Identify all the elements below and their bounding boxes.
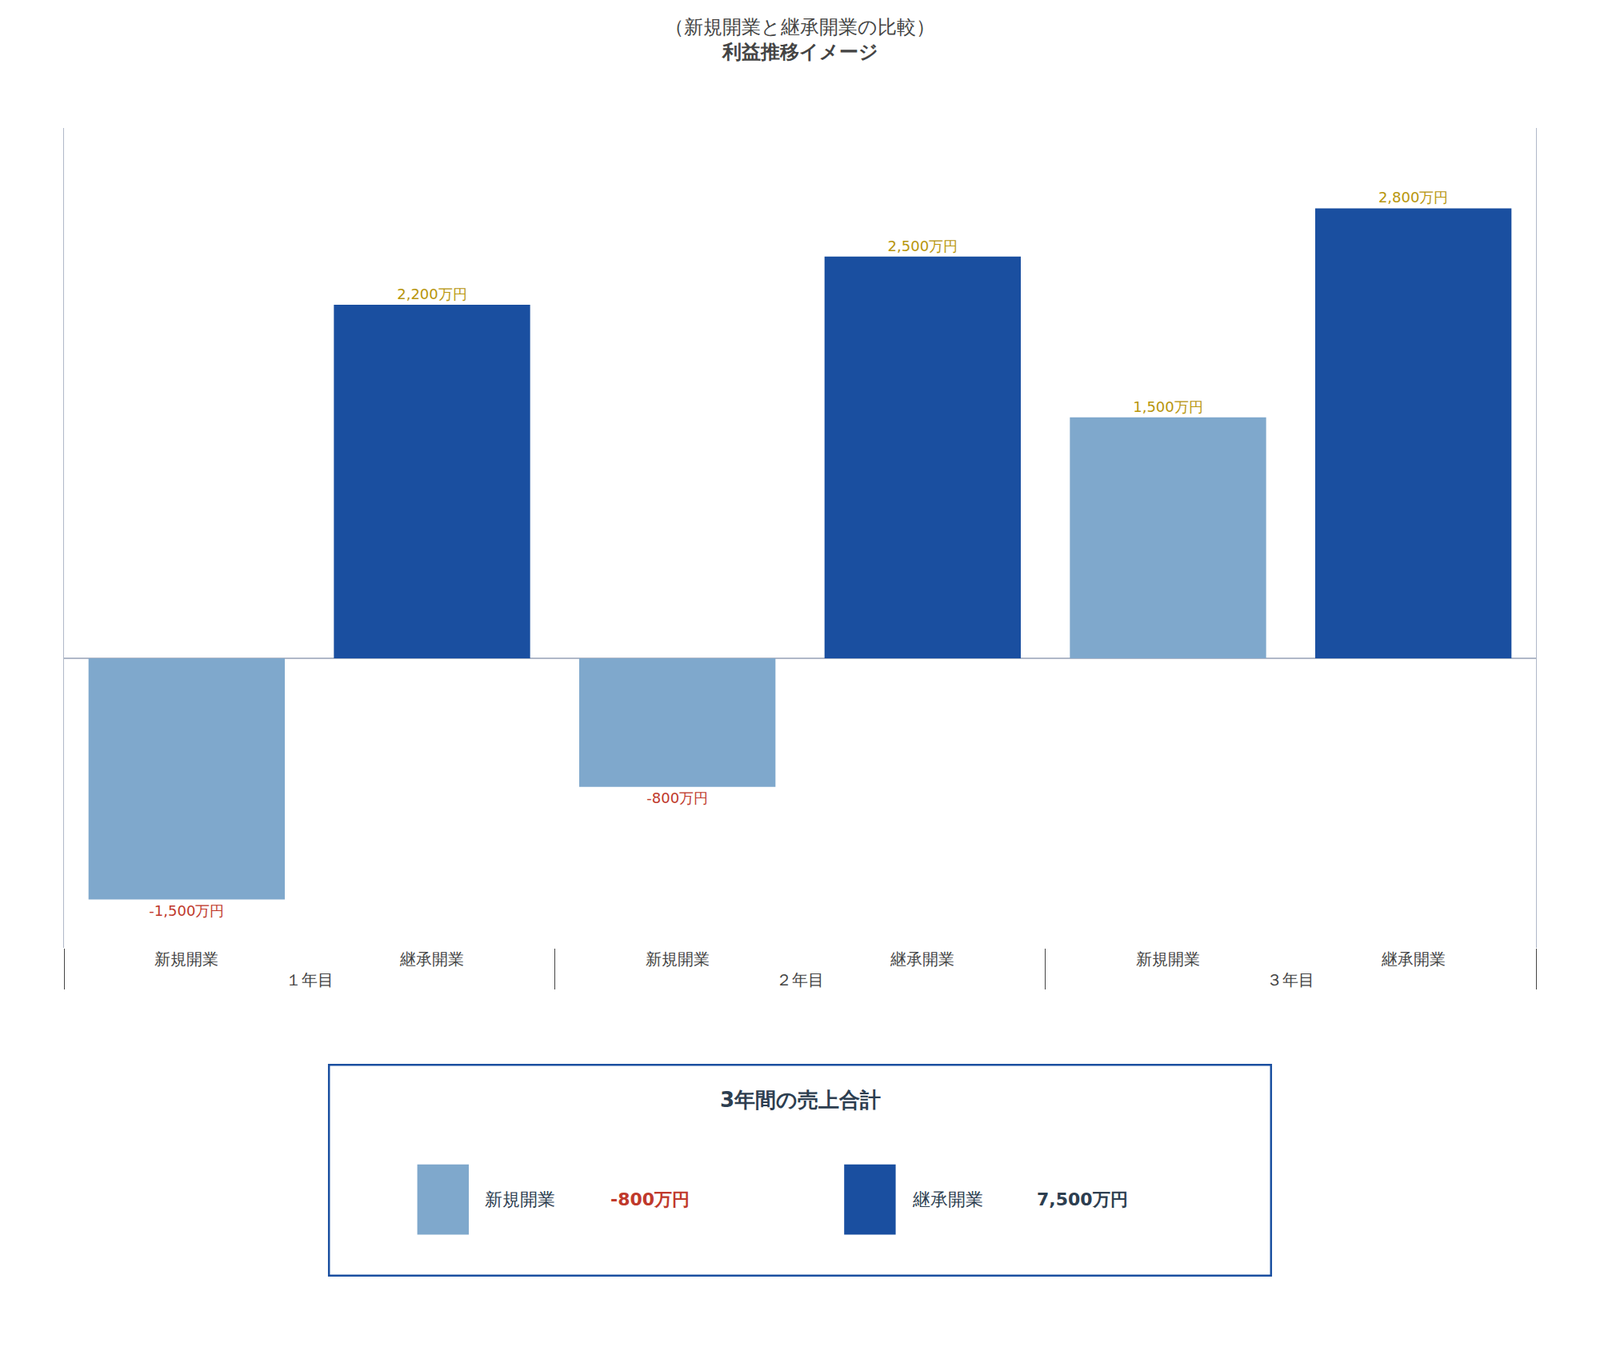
svg-text:新規開業: 新規開業 [484, 1189, 556, 1210]
svg-text:2,800万円: 2,800万円 [1378, 188, 1449, 206]
svg-text:３年目: ３年目 [1266, 970, 1315, 990]
svg-text:新規開業: 新規開業 [1136, 949, 1200, 969]
svg-text:2,200万円: 2,200万円 [396, 285, 468, 303]
svg-text:-800万円: -800万円 [646, 789, 708, 807]
svg-text:新規開業: 新規開業 [645, 949, 710, 969]
svg-text:-800万円: -800万円 [610, 1189, 690, 1210]
svg-text:１年目: １年目 [285, 970, 334, 990]
svg-text:-1,500万円: -1,500万円 [148, 902, 224, 920]
svg-text:7,500万円: 7,500万円 [1036, 1189, 1128, 1210]
svg-text:２年目: ２年目 [776, 970, 824, 990]
svg-text:新規開業: 新規開業 [154, 949, 219, 969]
svg-text:（新規開業と継承開業の比較）利益推移イメージ: （新規開業と継承開業の比較）利益推移イメージ [664, 16, 936, 64]
svg-text:継承開業: 継承開業 [1380, 949, 1446, 969]
svg-text:3年間の売上合計: 3年間の売上合計 [720, 1088, 881, 1112]
svg-text:継承開業: 継承開業 [399, 949, 464, 969]
svg-text:継承開業: 継承開業 [889, 949, 955, 969]
svg-text:2,500万円: 2,500万円 [888, 237, 959, 255]
svg-text:1,500万円: 1,500万円 [1132, 398, 1204, 416]
svg-text:継承開業: 継承開業 [912, 1189, 984, 1210]
